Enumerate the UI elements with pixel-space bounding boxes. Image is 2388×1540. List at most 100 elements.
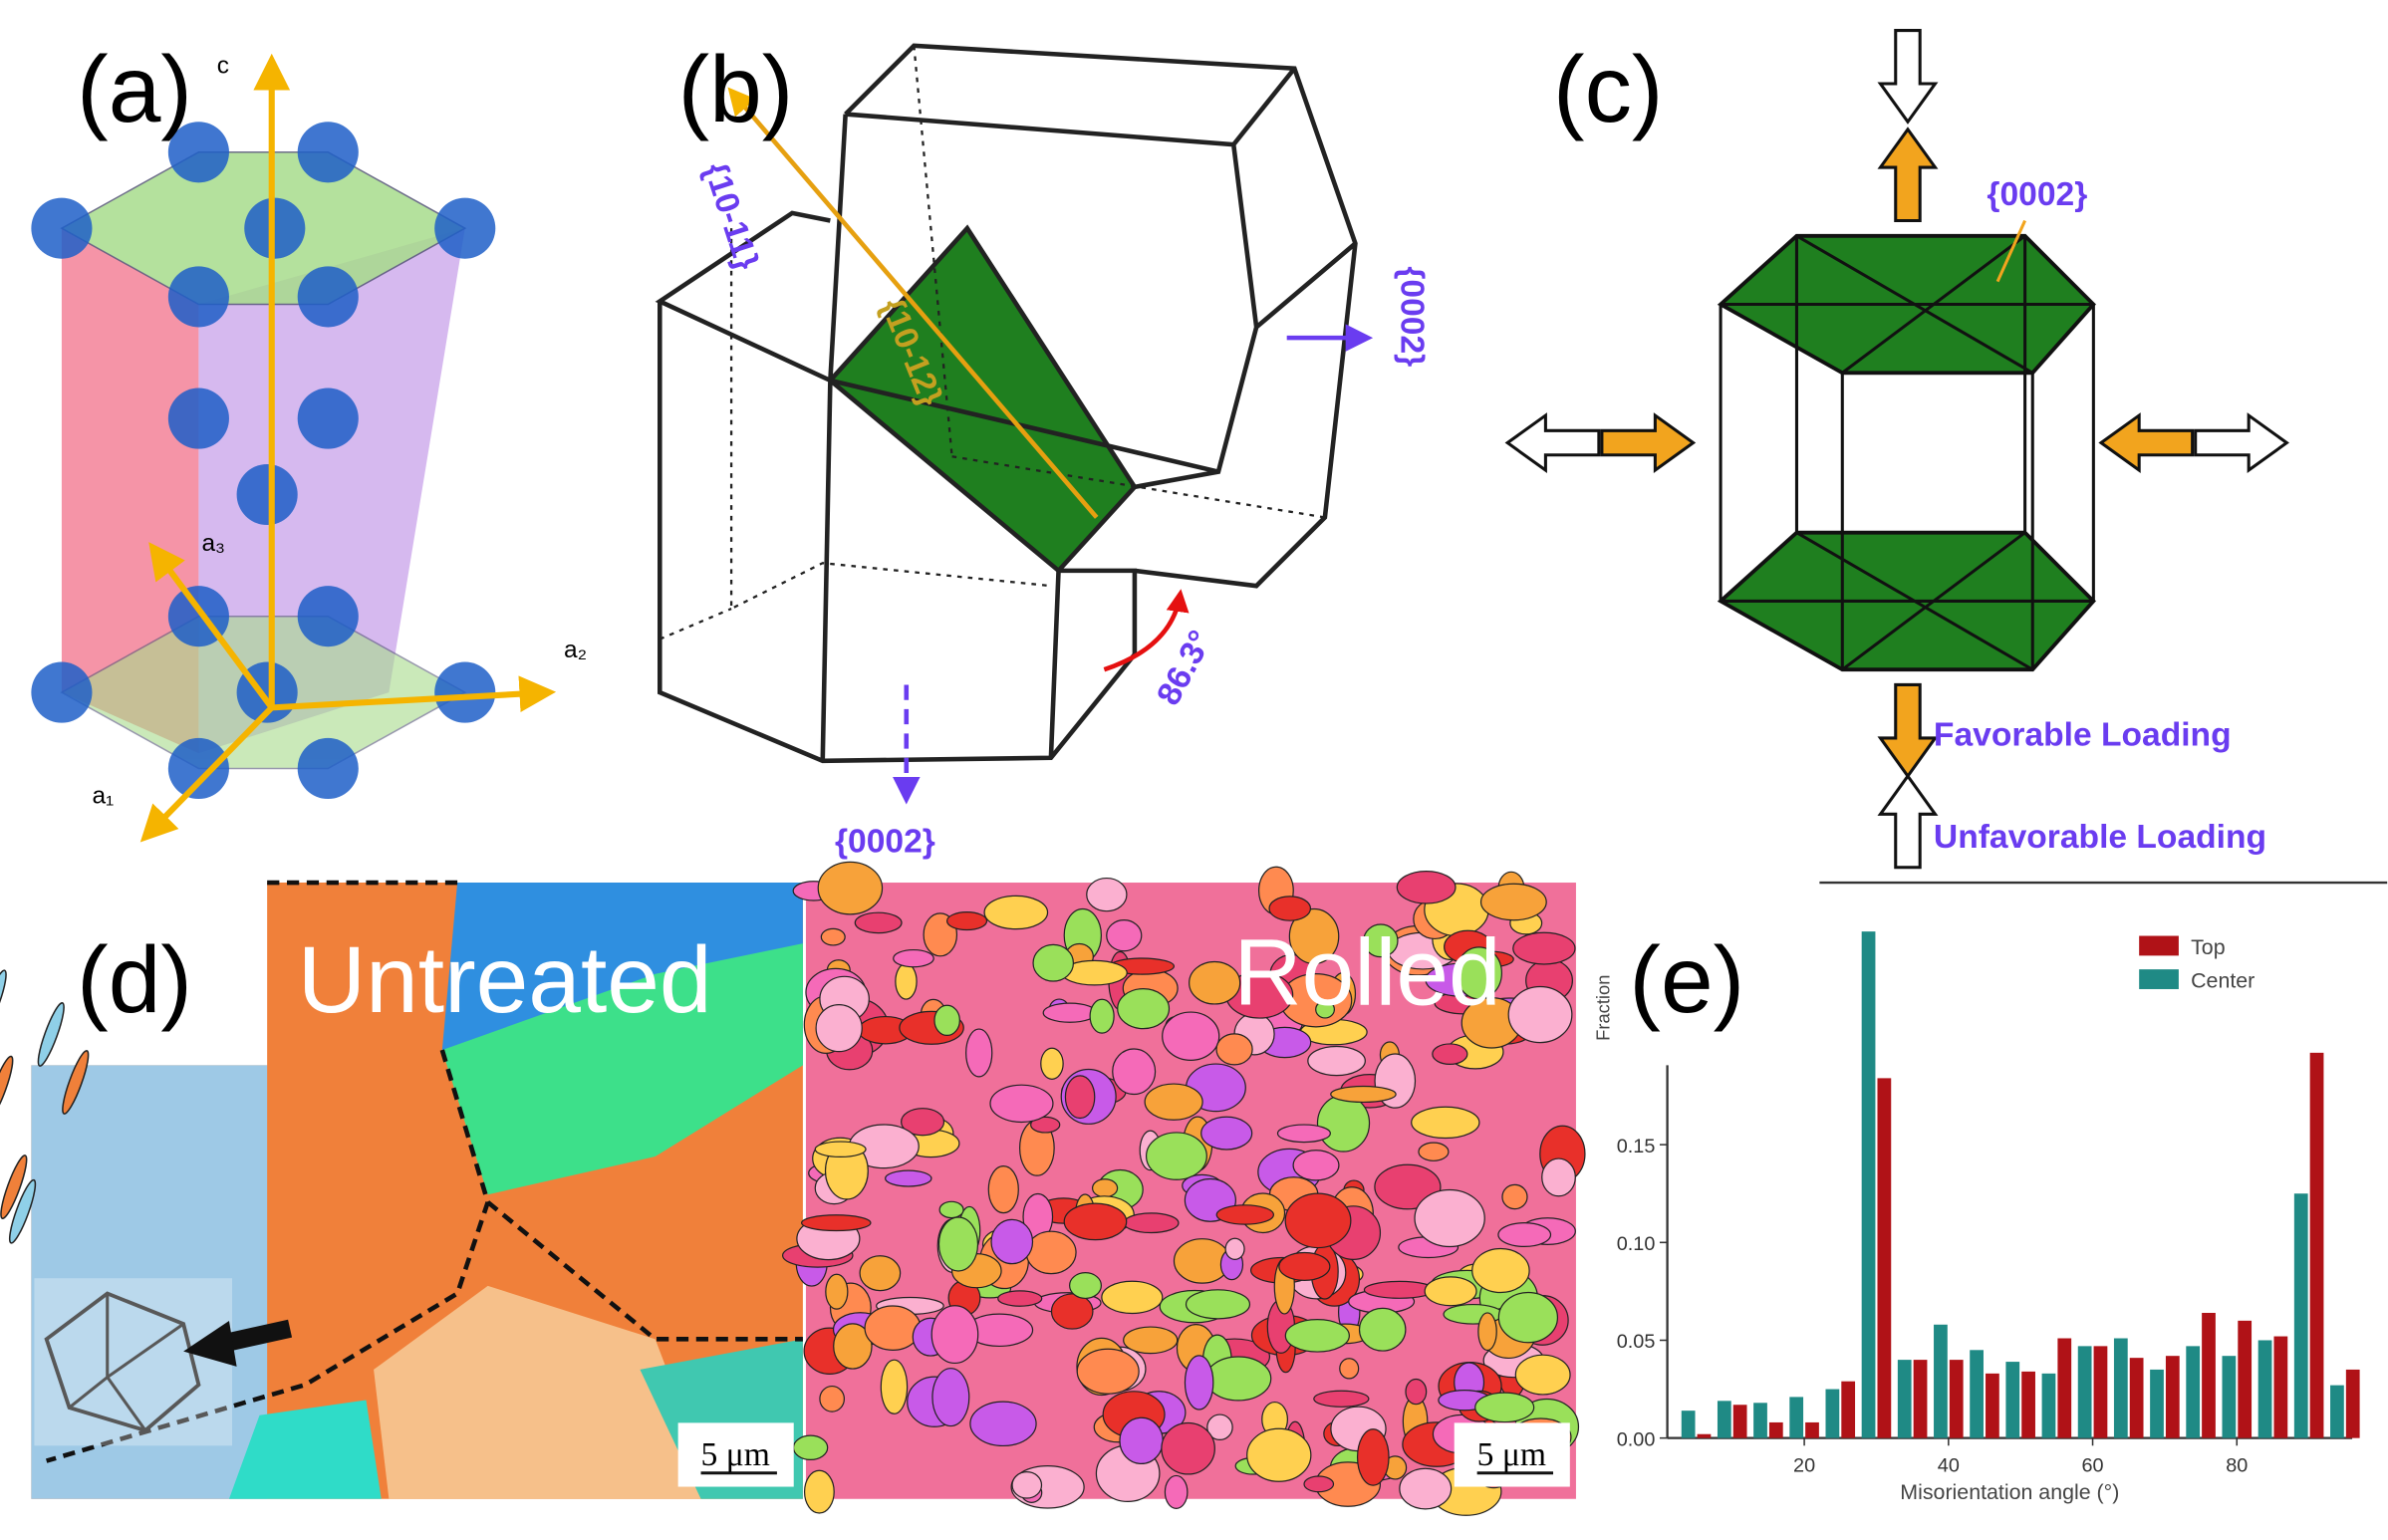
shape [1877,773,1939,870]
grain [1514,1354,1571,1396]
grain [864,1305,922,1351]
bar [1717,1401,1731,1438]
label: 5 μm [701,1436,770,1473]
label: {0002} [1393,266,1430,367]
bar [2257,1340,2272,1438]
grain [1313,1390,1370,1408]
bar [2222,1356,2237,1438]
shape [1103,589,1190,672]
grain [814,1141,867,1158]
grain [792,1434,829,1461]
shape [31,197,93,259]
bar [2273,1336,2288,1438]
grain [930,1305,979,1365]
shape [827,224,1138,575]
grain [1076,1348,1140,1395]
shape [167,737,229,800]
bar [2150,1369,2164,1438]
grain [931,1368,970,1427]
grain [1418,1142,1450,1161]
grain [1497,1291,1559,1344]
grain [938,1200,964,1219]
grain [1246,1427,1312,1482]
grain [1339,1358,1360,1380]
bar [1768,1421,1783,1438]
lamella [0,1232,3,1299]
shape [434,661,496,723]
grain [1025,1230,1077,1275]
shape [1719,234,2095,671]
grain [1144,1083,1203,1121]
grain [901,1108,945,1137]
grain [1292,1150,1340,1181]
shape [68,1293,185,1431]
legend-swatch [2139,969,2179,989]
grain [825,1273,849,1310]
grain [987,1164,1019,1214]
grain [1050,1293,1094,1330]
grain [1161,1421,1215,1475]
bar [1986,1373,1999,1438]
bar [2005,1362,2020,1438]
x-tick-label: 60 [2082,1454,2104,1476]
grain [1091,1178,1119,1198]
grain [880,1359,909,1414]
label: 5 μm [1477,1436,1546,1473]
shape [31,661,93,723]
grain [1315,1000,1335,1019]
grain [1040,1047,1064,1080]
bar [2293,1193,2308,1438]
x-tick-label: 80 [2226,1454,2248,1476]
lamella [0,969,7,1035]
bar [1970,1350,1984,1438]
grain [1501,1183,1528,1210]
grain [1117,988,1171,1030]
shape [297,122,359,183]
label: {0002} [1987,176,2087,213]
shape [1877,29,1939,125]
bar [2309,1052,2324,1438]
grain [1374,1163,1442,1210]
grain [817,861,884,915]
grain [1405,1378,1428,1406]
bar [1825,1389,1840,1438]
grain [1145,1132,1207,1180]
group: (a) c a₃ a₂ a₁ [31,37,587,843]
grain [885,1169,932,1187]
grain [965,1028,993,1078]
bar [2238,1320,2253,1438]
shape [441,943,803,1195]
grain [1507,985,1573,1044]
grain [1032,943,1075,982]
legend-label: Center [2191,968,2255,992]
grain [1284,1192,1352,1249]
grain [1215,1204,1274,1225]
shape [34,1278,233,1446]
grain [815,1003,863,1053]
shape [1877,127,1939,223]
grain [800,1214,872,1232]
grain [1316,1094,1371,1153]
shape [297,586,359,647]
shape [434,197,496,259]
group [0,861,1586,1516]
shape [1877,682,1939,779]
shape [297,737,359,800]
grain [1189,960,1241,1005]
grain [1414,1188,1485,1248]
shape [271,675,557,713]
shape [659,45,1326,641]
x-tick-label: 20 [1793,1454,1815,1476]
grain [1112,1048,1157,1096]
grain [937,1216,979,1272]
grain [1479,883,1547,921]
grain [1399,1467,1453,1510]
grain [1330,1085,1397,1104]
grain [1206,1413,1233,1441]
grain [1411,1106,1480,1140]
grain [1069,1272,1103,1300]
y-tick-label: 0.15 [1617,1136,1656,1157]
grain [1276,1124,1331,1144]
label: (b) [678,37,794,142]
